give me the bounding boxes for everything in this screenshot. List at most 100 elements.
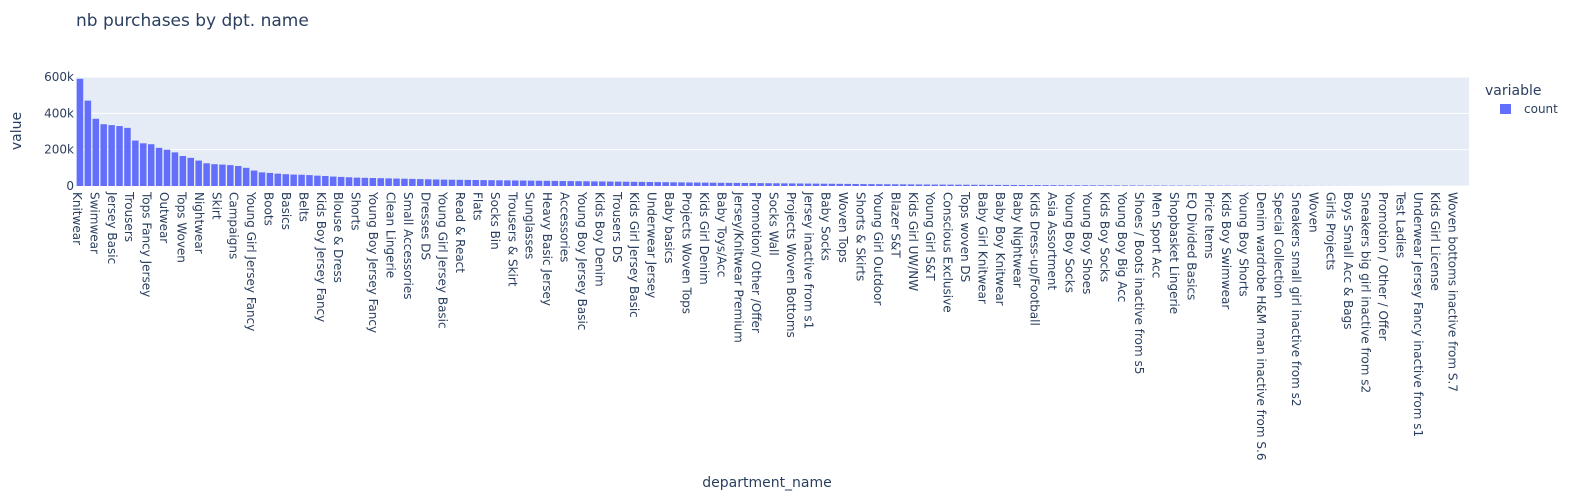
bar[interactable] (227, 165, 234, 186)
bar[interactable] (1018, 185, 1026, 186)
bar[interactable] (812, 183, 820, 186)
bar[interactable] (140, 143, 147, 186)
bar[interactable] (314, 175, 321, 186)
bar[interactable] (860, 184, 867, 186)
bar[interactable] (266, 172, 274, 186)
bar[interactable] (1066, 185, 1073, 186)
bar[interactable] (868, 184, 875, 186)
bar[interactable] (678, 182, 685, 186)
bar[interactable] (575, 181, 582, 186)
bar[interactable] (654, 182, 661, 186)
bar[interactable] (638, 181, 646, 186)
bar[interactable] (385, 178, 392, 186)
bar[interactable] (147, 144, 155, 186)
bar[interactable] (211, 164, 218, 186)
bar[interactable] (440, 179, 448, 186)
bar[interactable] (258, 172, 266, 187)
bar[interactable] (891, 184, 899, 186)
bar[interactable] (971, 184, 978, 186)
bar[interactable] (979, 184, 986, 186)
bar[interactable] (1097, 185, 1105, 186)
bar[interactable] (448, 179, 456, 186)
bar[interactable] (424, 179, 432, 186)
bar[interactable] (1050, 185, 1057, 186)
bar[interactable] (781, 183, 788, 186)
bar[interactable] (796, 183, 804, 186)
legend-item-count[interactable]: count (1524, 102, 1558, 116)
bar[interactable] (607, 181, 614, 186)
bar[interactable] (686, 182, 693, 186)
bar[interactable] (1113, 185, 1121, 186)
bar[interactable] (496, 180, 503, 186)
bar[interactable] (100, 124, 107, 186)
bar[interactable] (464, 179, 472, 186)
bar[interactable] (432, 179, 440, 186)
bar[interactable] (1121, 185, 1128, 186)
bar[interactable] (163, 149, 171, 186)
bar[interactable] (1058, 185, 1065, 186)
legend-swatch-icon[interactable] (1500, 104, 1511, 114)
bar[interactable] (907, 184, 915, 186)
bar[interactable] (187, 157, 195, 186)
bar[interactable] (955, 184, 962, 186)
bar[interactable] (1137, 185, 1144, 186)
bar[interactable] (757, 183, 764, 186)
bar[interactable] (337, 176, 345, 186)
bar[interactable] (662, 182, 669, 186)
bar[interactable] (480, 180, 487, 186)
bar[interactable] (789, 183, 796, 186)
bar[interactable] (1089, 185, 1097, 186)
bar[interactable] (614, 181, 622, 186)
bar[interactable] (472, 180, 479, 186)
bar[interactable] (915, 184, 923, 186)
bar[interactable] (876, 184, 883, 186)
bar[interactable] (84, 100, 92, 186)
bar[interactable] (884, 184, 891, 186)
bar[interactable] (701, 182, 709, 186)
bar[interactable] (1010, 184, 1018, 186)
bar[interactable] (559, 181, 566, 186)
bar[interactable] (646, 182, 654, 186)
bar[interactable] (179, 156, 187, 186)
bar[interactable] (551, 180, 559, 186)
bar[interactable] (836, 183, 844, 186)
bar[interactable] (409, 178, 416, 186)
bar[interactable] (1129, 185, 1136, 186)
bar[interactable] (583, 181, 590, 186)
bar[interactable] (820, 183, 828, 186)
bar[interactable] (322, 176, 329, 186)
bar[interactable] (852, 184, 859, 186)
bar[interactable] (108, 125, 115, 186)
bar[interactable] (76, 78, 84, 186)
bar[interactable] (92, 118, 100, 186)
bar[interactable] (401, 178, 408, 186)
bar[interactable] (298, 174, 305, 186)
bar[interactable] (242, 167, 250, 186)
bar[interactable] (1002, 184, 1010, 186)
bar[interactable] (329, 176, 337, 186)
legend[interactable]: variable count (1485, 83, 1558, 116)
bar[interactable] (1081, 185, 1089, 186)
bar[interactable] (535, 180, 543, 186)
bar[interactable] (488, 180, 495, 186)
bar[interactable] (116, 126, 123, 186)
bar[interactable] (124, 127, 131, 186)
bar[interactable] (290, 174, 297, 186)
bar[interactable] (947, 184, 954, 186)
bar[interactable] (733, 182, 741, 186)
bar[interactable] (694, 182, 701, 186)
bar[interactable] (717, 182, 725, 186)
bar[interactable] (931, 184, 938, 186)
bar[interactable] (504, 180, 511, 186)
bar[interactable] (377, 178, 384, 186)
bar[interactable] (361, 177, 369, 186)
bar[interactable] (282, 174, 289, 186)
bar[interactable] (527, 180, 535, 186)
bar[interactable] (345, 177, 353, 186)
bar[interactable] (1042, 185, 1049, 186)
bar[interactable] (622, 181, 630, 186)
bar[interactable] (274, 173, 282, 186)
bar[interactable] (1105, 185, 1113, 186)
bar[interactable] (369, 178, 377, 186)
bar[interactable] (132, 140, 139, 186)
